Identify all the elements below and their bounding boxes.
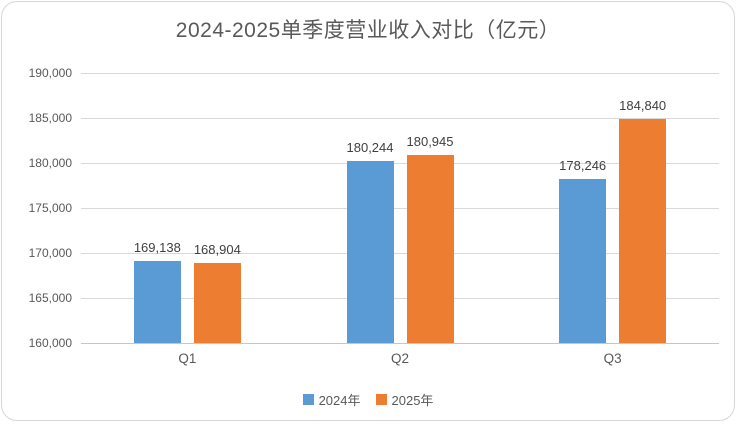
bar-2024年-Q1[interactable]: [133, 260, 181, 343]
data-label: 184,840: [619, 98, 667, 114]
chart-title: 2024-2025单季度营业收入对比（亿元）: [175, 19, 561, 42]
gridline: [81, 208, 719, 209]
legend-label: 2025年: [391, 393, 434, 408]
y-tick-label: 180,000: [28, 156, 72, 170]
bar-2025年-Q1[interactable]: [193, 262, 241, 343]
data-label: 169,138: [133, 239, 181, 255]
gridline: [81, 73, 719, 74]
plot-area: 169,138 168,904 180,244 180,945 178,246 184,8…: [81, 73, 719, 344]
y-tick-label: 170,000: [28, 246, 72, 260]
y-tick-label: 185,000: [28, 111, 72, 125]
y-tick-label: 190,000: [28, 66, 72, 80]
legend-label: 2024年: [318, 393, 361, 408]
category-label-Q2: Q2: [390, 351, 409, 366]
bar-2024年-Q2[interactable]: [346, 160, 394, 343]
gridline: [81, 298, 719, 299]
y-tick-label: 160,000: [28, 336, 72, 350]
y-tick-label: 165,000: [28, 291, 72, 305]
category-label-Q1: Q1: [178, 351, 197, 366]
gridline: [81, 163, 719, 164]
y-tick-label: 175,000: [28, 201, 72, 215]
legend-swatch-icon: [302, 394, 314, 405]
category-label-Q3: Q3: [603, 351, 622, 366]
bar-2024年-Q3[interactable]: [559, 178, 607, 343]
bar-2025年-Q3[interactable]: [619, 119, 667, 343]
gridline: [81, 253, 719, 254]
legend-item-2025年[interactable]: 2025年: [375, 390, 434, 409]
data-label: 180,244: [346, 139, 394, 155]
legend-item-2024年[interactable]: 2024年: [302, 390, 361, 409]
legend-swatch-icon: [375, 394, 387, 405]
gridline: [81, 118, 719, 119]
data-label: 178,246: [559, 157, 607, 173]
x-axis-line: [81, 343, 719, 344]
data-label: 168,904: [193, 241, 241, 257]
bar-2025年-Q2[interactable]: [406, 154, 454, 343]
legend: 2024年 2025年: [2, 390, 734, 409]
data-label: 180,945: [406, 133, 454, 149]
